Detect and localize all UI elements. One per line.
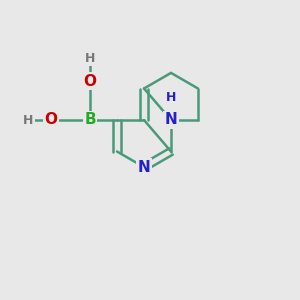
Text: H: H (85, 52, 95, 65)
Text: H: H (23, 113, 34, 127)
Text: N: N (138, 160, 150, 175)
Text: N: N (165, 112, 177, 128)
Text: O: O (83, 74, 97, 88)
Text: H: H (166, 91, 176, 104)
Text: O: O (44, 112, 58, 128)
Text: B: B (84, 112, 96, 128)
